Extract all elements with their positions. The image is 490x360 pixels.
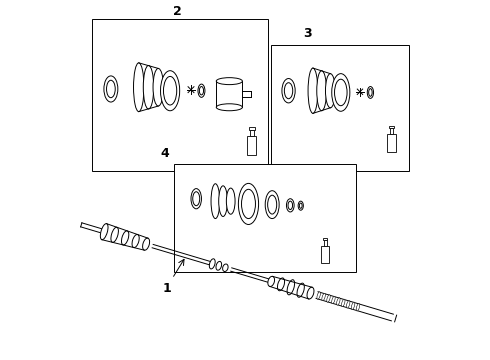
Ellipse shape: [337, 298, 340, 305]
Ellipse shape: [219, 186, 227, 216]
Text: 1: 1: [163, 282, 172, 295]
Bar: [247, 136, 256, 155]
Bar: [173, 164, 357, 272]
Ellipse shape: [216, 261, 221, 270]
Bar: [323, 240, 327, 246]
Ellipse shape: [193, 192, 200, 206]
Ellipse shape: [143, 238, 149, 250]
Ellipse shape: [288, 201, 293, 210]
Bar: [321, 246, 329, 263]
Text: 4: 4: [161, 147, 169, 161]
Ellipse shape: [327, 295, 330, 302]
Ellipse shape: [356, 303, 360, 311]
Ellipse shape: [332, 296, 335, 303]
Ellipse shape: [191, 189, 201, 209]
Ellipse shape: [242, 189, 255, 219]
Bar: [389, 126, 394, 128]
Ellipse shape: [226, 188, 235, 214]
Ellipse shape: [317, 71, 326, 111]
Ellipse shape: [368, 89, 372, 96]
Ellipse shape: [111, 227, 119, 242]
Ellipse shape: [268, 276, 274, 287]
Ellipse shape: [346, 301, 350, 308]
Ellipse shape: [104, 76, 118, 102]
Ellipse shape: [222, 264, 228, 271]
Ellipse shape: [342, 299, 345, 307]
Ellipse shape: [265, 191, 279, 219]
Ellipse shape: [351, 302, 355, 310]
Ellipse shape: [106, 80, 115, 98]
Ellipse shape: [284, 83, 293, 99]
Ellipse shape: [211, 184, 220, 219]
Ellipse shape: [161, 71, 180, 111]
Ellipse shape: [282, 78, 295, 103]
Ellipse shape: [153, 68, 164, 106]
Bar: [271, 45, 409, 171]
Ellipse shape: [143, 66, 154, 109]
Ellipse shape: [325, 74, 335, 108]
Ellipse shape: [100, 224, 108, 240]
Ellipse shape: [322, 293, 325, 301]
Ellipse shape: [164, 76, 177, 105]
Ellipse shape: [122, 231, 129, 245]
Ellipse shape: [368, 86, 373, 98]
Text: 2: 2: [172, 5, 181, 18]
Bar: [92, 19, 268, 171]
Ellipse shape: [268, 195, 277, 214]
Bar: [390, 128, 393, 134]
Ellipse shape: [307, 287, 314, 299]
Text: 3: 3: [303, 27, 312, 40]
Ellipse shape: [287, 199, 294, 212]
Ellipse shape: [308, 68, 318, 113]
Ellipse shape: [209, 259, 215, 269]
Bar: [249, 127, 255, 130]
Ellipse shape: [199, 86, 203, 95]
Ellipse shape: [335, 79, 347, 106]
Bar: [250, 130, 254, 136]
Ellipse shape: [317, 292, 320, 299]
Ellipse shape: [277, 278, 285, 291]
Ellipse shape: [297, 283, 304, 297]
Ellipse shape: [133, 63, 144, 112]
Ellipse shape: [198, 84, 205, 97]
Ellipse shape: [132, 234, 139, 248]
Ellipse shape: [298, 201, 303, 210]
Bar: [387, 134, 395, 153]
Ellipse shape: [299, 203, 302, 208]
Ellipse shape: [287, 280, 294, 295]
Bar: [323, 238, 327, 240]
Ellipse shape: [238, 183, 259, 225]
Ellipse shape: [216, 104, 243, 111]
Ellipse shape: [332, 74, 350, 111]
Ellipse shape: [216, 78, 243, 85]
